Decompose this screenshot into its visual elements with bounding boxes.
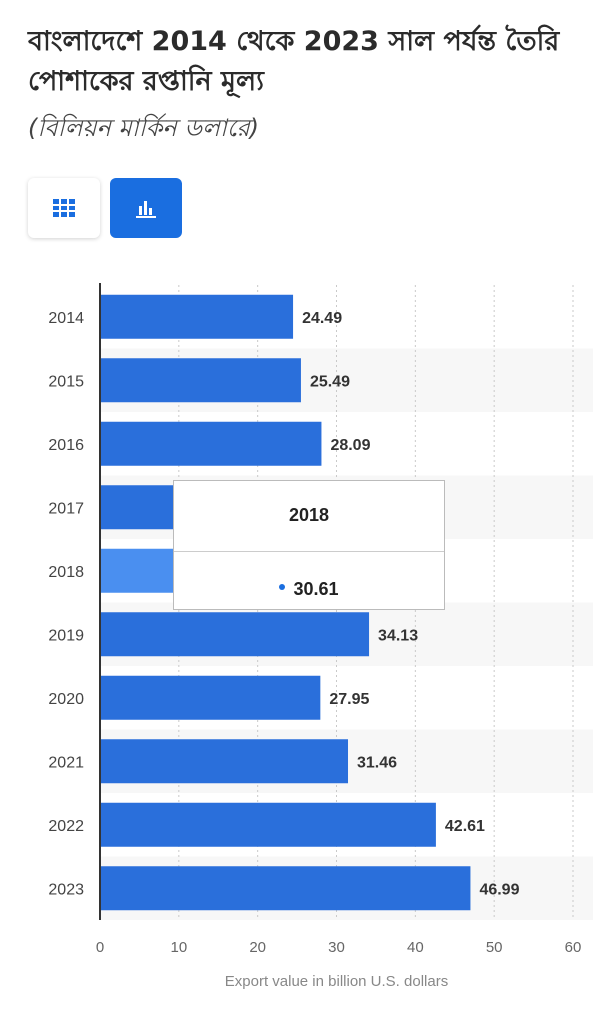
x-tick-label: 0 [96,939,104,956]
x-tick-label: 10 [170,939,187,956]
data-label: 31.46 [357,754,397,771]
category-label: 2019 [48,627,84,644]
tooltip-title: 2018 [288,505,330,525]
category-label: 2023 [48,881,84,898]
category-label: 2015 [48,373,84,390]
category-label: 2016 [48,437,84,454]
data-label: 34.13 [378,627,418,644]
data-label: 42.61 [445,818,485,835]
x-tick-label: 40 [407,939,424,956]
chart-title: বাংলাদেশে 2014 থেকে 2023 সাল পর্যন্ত তৈর… [28,26,560,97]
category-label: 2014 [48,310,84,327]
bar [100,294,294,339]
category-label: 2018 [48,564,84,581]
bar [100,675,321,720]
category-label: 2021 [48,754,84,771]
bar-chart: 0 10 20 30 40 50 60 2014 24.49 2015 25.49 2016 28.09… [48,283,593,990]
category-label: 2020 [48,691,84,708]
series-dot-icon [279,584,286,591]
bar [100,421,322,466]
bar [100,358,301,403]
chart-view-button[interactable] [110,178,182,238]
x-tick-label: 50 [486,939,503,956]
data-label: 25.49 [310,373,350,390]
bar [100,802,436,847]
tooltip: 2018 30.61 [173,480,445,610]
x-tick-label: 60 [565,939,582,956]
data-label: 46.99 [479,881,519,898]
x-tick-label: 30 [328,939,345,956]
tooltip-value: 30.61 [293,579,339,599]
data-label: 24.49 [302,310,342,327]
bar-chart-icon [136,201,156,218]
chart-subtitle: (বিলিয়ন মার্কিন ডলারে) [28,114,260,142]
bar [100,612,370,657]
bar [100,866,471,911]
data-label: 28.09 [330,437,370,454]
table-view-button[interactable] [28,178,100,238]
x-tick-label: 20 [249,939,266,956]
tooltip-value-row: 30.61 [174,579,444,600]
data-label: 27.95 [329,691,369,708]
category-label: 2022 [48,818,84,835]
x-axis-title: Export value in billion U.S. dollars [225,973,448,990]
category-label: 2017 [48,500,84,517]
bar [100,739,349,784]
tooltip-divider [174,551,444,552]
grid-icon [53,199,75,217]
